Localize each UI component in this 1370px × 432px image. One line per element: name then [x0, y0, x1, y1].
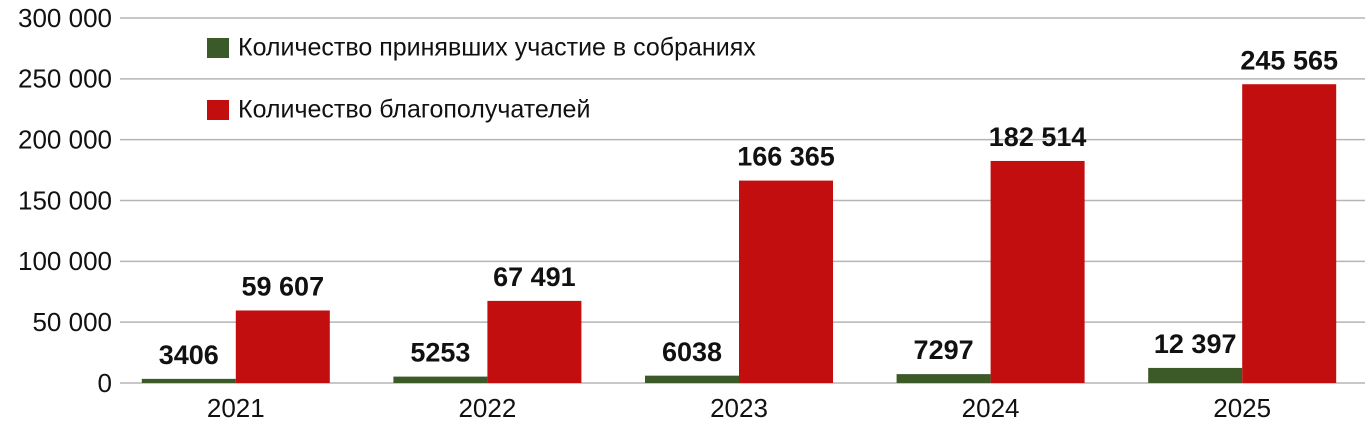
data-label: 12 397	[1154, 329, 1237, 359]
x-tick-label: 2024	[962, 393, 1020, 423]
bar	[990, 160, 1085, 383]
bar	[1148, 367, 1243, 383]
y-tick-label: 200 000	[18, 125, 112, 155]
data-label: 166 365	[737, 142, 835, 172]
legend-swatch	[207, 100, 229, 120]
legend-label: Количество благополучателей	[238, 96, 590, 124]
data-label: 245 565	[1240, 45, 1338, 75]
x-tick-label: 2025	[1213, 393, 1271, 423]
bar	[896, 374, 991, 383]
y-tick-label: 300 000	[18, 3, 112, 33]
data-label: 182 514	[989, 122, 1087, 152]
legend-label: Количество принявших участие в собраниях	[238, 34, 756, 62]
x-tick-label: 2021	[207, 393, 265, 423]
bar	[487, 300, 582, 383]
data-label: 3406	[159, 340, 219, 370]
data-label: 6038	[662, 337, 722, 367]
bar	[1242, 84, 1337, 383]
bar	[141, 378, 236, 383]
y-tick-label: 0	[98, 368, 112, 398]
data-label: 5253	[410, 338, 470, 368]
data-label: 7297	[914, 335, 974, 365]
bar	[739, 180, 833, 383]
y-tick-label: 100 000	[18, 246, 112, 276]
bar	[393, 376, 488, 383]
x-tick-label: 2022	[458, 393, 516, 423]
y-tick-label: 150 000	[18, 185, 112, 215]
y-tick-label: 50 000	[32, 307, 112, 337]
bar	[645, 375, 739, 383]
legend-swatch	[207, 38, 229, 58]
x-tick-label: 2023	[710, 393, 768, 423]
y-tick-label: 250 000	[18, 64, 112, 94]
data-label: 67 491	[493, 262, 576, 292]
bar	[235, 310, 330, 383]
data-label: 59 607	[242, 272, 325, 302]
